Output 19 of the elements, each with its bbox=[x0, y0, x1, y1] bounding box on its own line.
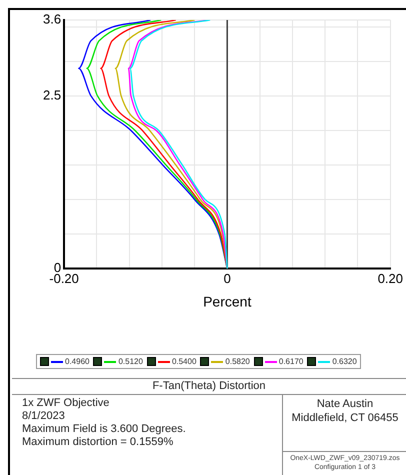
text: Maximum distortion = 0.1559% bbox=[22, 436, 174, 449]
text: Middlefield, CT 06455 bbox=[290, 411, 400, 425]
x-axis-title: Percent bbox=[203, 293, 252, 310]
x-tick-label: 0.20 bbox=[378, 270, 404, 286]
text: Maximum Field is 3.600 Degrees. bbox=[22, 423, 186, 436]
y-tick-label: 2.5 bbox=[42, 88, 62, 103]
legend-label: 0.6170 bbox=[278, 357, 304, 366]
x-tick-label: 0 bbox=[224, 270, 231, 286]
x-tick-label: -0.20 bbox=[49, 270, 79, 286]
text: Nate Austin bbox=[316, 397, 374, 411]
legend-label: 0.4960 bbox=[65, 357, 90, 366]
text: 1x ZWF Objective bbox=[22, 397, 110, 410]
text: 8/1/2023 bbox=[22, 410, 66, 423]
legend-label: 0.5120 bbox=[118, 357, 143, 366]
legend-label: 0.5400 bbox=[172, 357, 196, 366]
legend-label: 0.5820 bbox=[225, 357, 250, 366]
legend-label: 0.6320 bbox=[332, 357, 357, 366]
y-tick-label: 3.6 bbox=[42, 12, 62, 27]
text: F-Tan(Theta) Distortion bbox=[12, 379, 406, 395]
